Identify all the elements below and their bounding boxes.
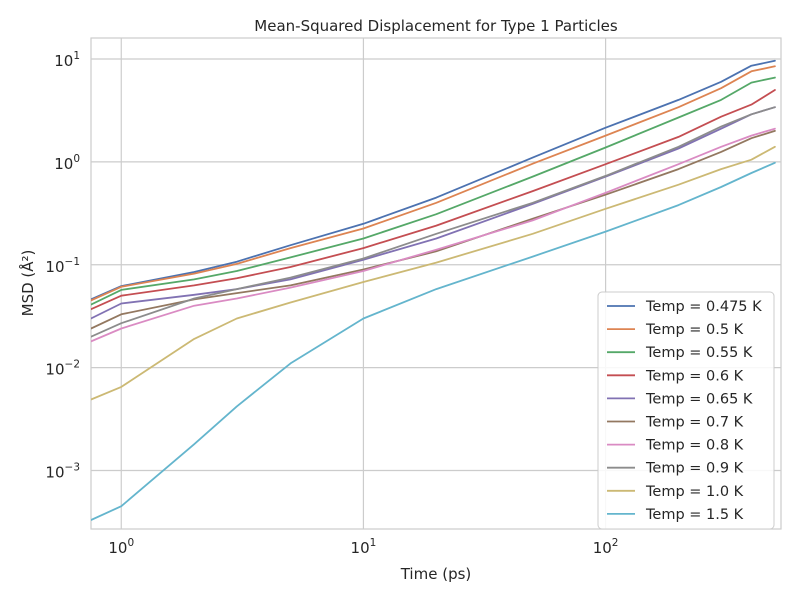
legend-box	[597, 291, 775, 530]
series-line-3	[91, 89, 776, 311]
series-line-0	[91, 59, 776, 301]
legend-entry: Temp = 0.9 K	[645, 461, 744, 477]
tick-exponent: 1	[370, 537, 377, 549]
x-tick-label: 101	[351, 537, 377, 557]
series-line-8	[91, 145, 776, 401]
series-lines	[91, 59, 776, 521]
chart-title: Mean-Squared Displacement for Type 1 Par…	[254, 17, 618, 35]
tick-base: 10	[54, 155, 73, 173]
legend-entry: Temp = 0.8 K	[645, 438, 744, 454]
tick-base: 10	[108, 539, 127, 557]
legend-entry: Temp = 0.6 K	[645, 368, 744, 384]
series-line-6	[91, 127, 776, 343]
tick-exponent: 1	[73, 50, 80, 62]
x-tick-label: 100	[108, 537, 134, 557]
y-tick-label: 100	[54, 153, 80, 173]
y-tick-label: 10−2	[45, 359, 80, 379]
series-line-4	[91, 106, 776, 320]
tick-base: 10	[351, 539, 370, 557]
series-line-2	[91, 76, 776, 306]
tick-base: 10	[45, 258, 64, 276]
tick-base: 10	[45, 464, 64, 482]
plot-frame	[90, 37, 782, 530]
tick-exponent: −1	[65, 256, 80, 268]
x-tick-label: 102	[593, 537, 619, 557]
tick-exponent: 0	[73, 153, 80, 165]
series-line-1	[91, 65, 776, 302]
series-line-9	[91, 161, 776, 521]
tick-base: 10	[593, 539, 612, 557]
legend-entry: Temp = 0.55 K	[645, 345, 753, 361]
tick-base: 10	[54, 52, 73, 70]
x-axis-label: Time (ps)	[400, 565, 472, 583]
legend: Temp = 0.475 K Temp = 0.5 K Temp = 0.55 K T…	[597, 291, 775, 530]
tick-base: 10	[45, 361, 64, 379]
legend-entry: Temp = 1.0 K	[645, 484, 744, 500]
legend-entry: Temp = 1.5 K	[645, 507, 744, 523]
tick-exponent: −3	[65, 462, 80, 474]
legend-entry: Temp = 0.475 K	[645, 299, 762, 315]
y-axis-label: MSD (Å²)	[18, 250, 37, 317]
legend-entry: Temp = 0.65 K	[645, 391, 753, 407]
tick-exponent: 2	[612, 537, 619, 549]
y-tick-label: 10−3	[45, 462, 80, 482]
y-tick-label: 101	[54, 50, 80, 70]
legend-entry: Temp = 0.5 K	[645, 322, 744, 338]
grid	[91, 38, 781, 529]
series-line-7	[91, 106, 776, 338]
legend-entry: Temp = 0.7 K	[645, 415, 744, 431]
tick-exponent: 0	[127, 537, 134, 549]
y-tick-label: 10−1	[45, 256, 80, 276]
tick-exponent: −2	[65, 359, 80, 371]
